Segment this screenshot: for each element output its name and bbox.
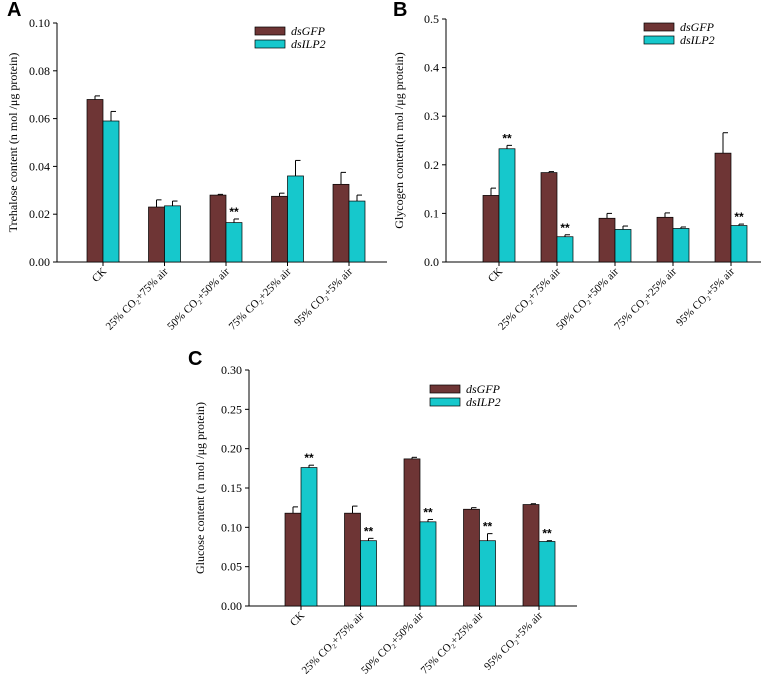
bar-dsGFP — [344, 512, 361, 607]
bar-dsGFP — [598, 217, 616, 263]
bar-dsILP2 — [730, 225, 748, 263]
category-label: 75% CO₂+25% air — [419, 609, 486, 675]
category-label: 95% CO₂+5% air — [674, 265, 737, 328]
y-tick-label: 0.00 — [29, 255, 50, 269]
bar-dsGFP — [332, 183, 350, 263]
y-tick-label: 0.10 — [29, 16, 50, 30]
bar-dsILP2 — [360, 540, 377, 607]
bar-dsILP2 — [102, 120, 120, 263]
bar-dsILP2 — [614, 229, 632, 263]
significance-label: ** — [542, 527, 552, 541]
category-label: 75% CO₂+25% air — [227, 265, 294, 332]
category-label: 50% CO₂+50% air — [359, 609, 426, 675]
legend-swatch-dsGFP — [254, 26, 286, 36]
panel-letter: A — [7, 0, 21, 21]
y-tick-label: 0.15 — [221, 481, 242, 495]
y-tick-label: 0.05 — [221, 560, 242, 574]
bar-dsGFP — [271, 195, 288, 263]
y-tick-label: 0.30 — [221, 363, 242, 377]
y-tick-label: 0.1 — [424, 206, 439, 220]
bar-dsILP2 — [419, 521, 437, 607]
bar-dsILP2 — [498, 148, 516, 263]
bar-dsILP2 — [225, 222, 243, 263]
y-axis-label: Trehalose content (n mol /μg protein) — [6, 53, 20, 233]
y-tick-label: 0.02 — [29, 207, 50, 221]
bar-dsGFP — [656, 216, 674, 263]
bar-dsILP2 — [348, 200, 366, 263]
category-label: CK — [486, 266, 505, 285]
bar-dsILP2 — [672, 228, 690, 263]
y-tick-label: 0.2 — [424, 158, 439, 172]
y-tick-label: 0.10 — [221, 520, 242, 534]
y-tick-label: 0.04 — [29, 159, 50, 173]
category-label: CK — [288, 610, 307, 629]
bar-dsGFP — [540, 172, 558, 263]
category-label: 50% CO₂+50% air — [165, 265, 232, 332]
bar-dsILP2 — [164, 205, 181, 263]
y-tick-label: 0.25 — [221, 402, 242, 416]
legend-swatch-dsILP2 — [643, 35, 675, 45]
legend-swatch-dsILP2 — [429, 397, 461, 407]
panel-letter: C — [188, 348, 202, 370]
category-label: 95% CO₂+5% air — [292, 265, 355, 328]
legend-swatch-dsGFP — [429, 384, 461, 394]
y-tick-label: 0.0 — [424, 255, 439, 269]
panel-a: A 0.00 0.02 0.04 0.06 0.08 0.10 Trehalose conte… — [6, 0, 387, 333]
bar-dsILP2 — [538, 541, 556, 607]
bar-dsILP2 — [287, 175, 304, 263]
y-tick-label: 0.4 — [424, 61, 439, 75]
category-label: 50% CO₂+50% air — [554, 265, 621, 332]
bar-dsGFP — [86, 99, 104, 263]
significance-label: ** — [483, 520, 493, 534]
panel-b: B 0.0 0.1 0.2 0.3 0.4 0.5 Glycogen content(n mo… — [392, 0, 761, 333]
bar-dsGFP — [522, 504, 540, 607]
category-label: 25% CO₂+75% air — [104, 265, 171, 332]
legend-label-dsILP2: dsILP2 — [680, 33, 715, 47]
bar-dsGFP — [714, 152, 732, 263]
legend-swatch-dsGFP — [643, 22, 675, 32]
legend-label-dsGFP: dsGFP — [466, 382, 501, 396]
bar-dsGFP — [148, 206, 165, 263]
y-tick-label: 0.3 — [424, 109, 439, 123]
significance-label: ** — [304, 451, 314, 465]
category-label: 95% CO₂+5% air — [482, 609, 545, 672]
bar-dsILP2 — [300, 467, 318, 607]
y-tick-label: 0.5 — [424, 12, 439, 26]
significance-label: ** — [229, 205, 239, 219]
legend-label-dsILP2: dsILP2 — [466, 395, 501, 409]
category-label: 75% CO₂+25% air — [612, 265, 679, 332]
y-axis-label: Glycogen content(n mol /μg protein) — [392, 52, 406, 228]
bar-dsILP2 — [556, 236, 574, 263]
bar-dsGFP — [463, 508, 480, 607]
significance-label: ** — [734, 210, 744, 224]
bar-dsILP2 — [479, 540, 496, 607]
y-tick-label: 0.08 — [29, 64, 50, 78]
significance-label: ** — [502, 131, 512, 145]
category-label: 25% CO₂+75% air — [300, 609, 367, 675]
legend-swatch-dsILP2 — [254, 39, 286, 49]
legend-label-dsGFP: dsGFP — [291, 24, 326, 38]
bar-dsGFP — [482, 195, 500, 263]
panel-c: C 0.00 0.05 0.10 0.15 0.20 0.25 0.30 Glucose con… — [188, 348, 577, 675]
bar-dsGFP — [209, 194, 227, 263]
category-label: CK — [90, 266, 109, 285]
bar-dsGFP — [284, 512, 302, 607]
y-tick-label: 0.00 — [221, 599, 242, 613]
significance-label: ** — [423, 505, 433, 519]
panel-letter: B — [393, 0, 407, 21]
y-tick-label: 0.20 — [221, 442, 242, 456]
legend-label-dsILP2: dsILP2 — [291, 37, 326, 51]
legend-label-dsGFP: dsGFP — [680, 20, 715, 34]
significance-label: ** — [364, 524, 374, 538]
bar-dsGFP — [403, 458, 421, 607]
significance-label: ** — [560, 221, 570, 235]
y-tick-label: 0.06 — [29, 112, 50, 126]
category-label: 25% CO₂+75% air — [496, 265, 563, 332]
y-axis-label: Glucose content (n mol /μg protein) — [193, 402, 207, 574]
